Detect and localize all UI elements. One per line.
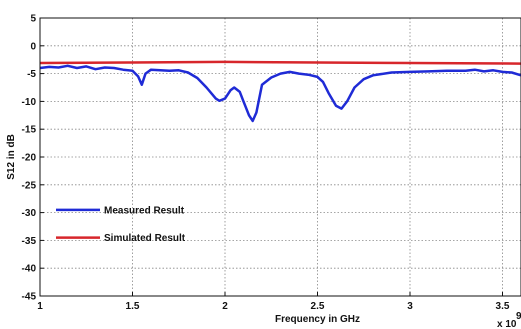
- y-tick-label: 0: [30, 41, 36, 52]
- y-tick-label: -45: [22, 292, 37, 303]
- y-tick-label: -35: [22, 236, 37, 247]
- series-line-measured: [39, 64, 521, 123]
- legend-entry-measured: Measured Result: [104, 205, 185, 216]
- tick-labels: 1 1.5 2 2.5 3 3.5 5 0 -5 -10 -15 -20 -25 -30 -35 -40 -45: [22, 14, 510, 313]
- y-tick-label: -5: [27, 69, 36, 80]
- y-tick-label: -15: [22, 125, 37, 136]
- y-tick-label: -20: [22, 153, 37, 164]
- y-tick-label: -25: [22, 180, 37, 191]
- x-axis-exponent-label: x 10: [497, 319, 517, 329]
- x-axis-label: Frequency in GHz: [275, 314, 360, 325]
- x-tick-label: 3: [407, 301, 413, 312]
- legend: Measured Result Simulated Result: [56, 205, 186, 244]
- y-tick-label: 5: [30, 14, 36, 25]
- series-line-simulated: [39, 60, 521, 65]
- y-tick-label: -40: [22, 264, 37, 275]
- y-tick-label: -30: [22, 208, 37, 219]
- plot-background: [40, 18, 521, 296]
- axis-ticks: [39, 17, 503, 297]
- y-axis-label: S12 in dB: [6, 134, 17, 180]
- series-layer: [39, 60, 521, 123]
- x-tick-label: 2: [222, 301, 228, 312]
- x-axis-exponent-power: 9: [516, 311, 521, 322]
- x-tick-label: 3.5: [496, 301, 510, 312]
- x-tick-label: 2.5: [311, 301, 325, 312]
- y-tick-label: -10: [22, 97, 37, 108]
- x-tick-label: 1: [37, 301, 43, 312]
- grid-lines: [40, 18, 521, 296]
- legend-entry-simulated: Simulated Result: [104, 233, 186, 244]
- x-tick-label: 1.5: [126, 301, 140, 312]
